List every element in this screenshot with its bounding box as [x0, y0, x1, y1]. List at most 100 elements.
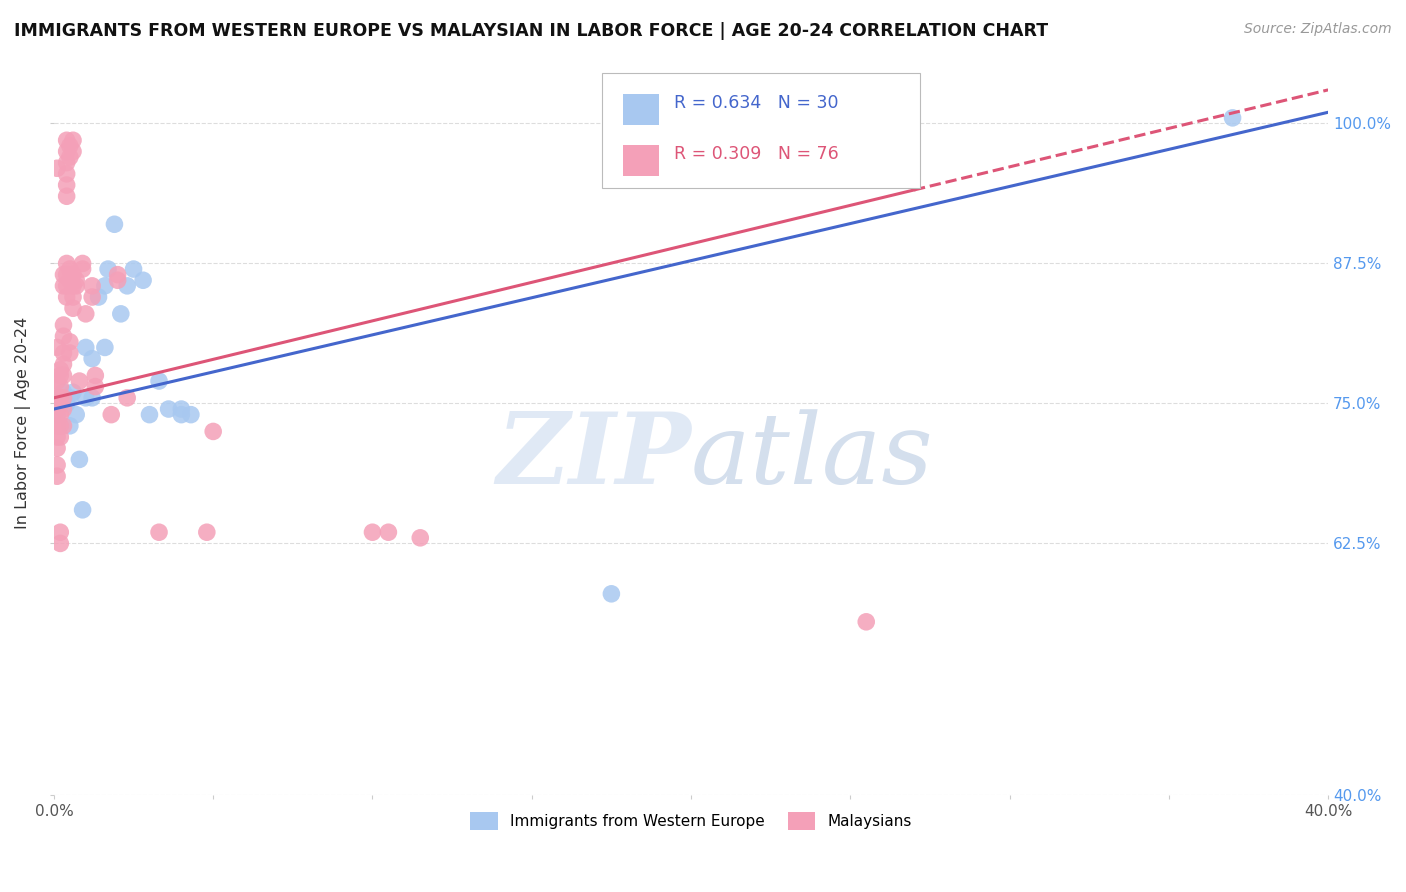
- Point: [195, 525, 218, 540]
- Point: [84, 379, 107, 393]
- Point: [65, 273, 87, 287]
- Point: [55, 396, 77, 410]
- Point: [100, 408, 122, 422]
- Point: [49, 525, 72, 540]
- Point: [59, 150, 82, 164]
- Point: [67, 452, 90, 467]
- Point: [46, 402, 69, 417]
- Point: [55, 178, 77, 192]
- Point: [75, 307, 97, 321]
- Text: atlas: atlas: [690, 409, 934, 504]
- Point: [55, 145, 77, 159]
- FancyBboxPatch shape: [623, 145, 659, 176]
- Point: [855, 615, 877, 629]
- Point: [46, 161, 69, 176]
- Point: [170, 402, 193, 417]
- Point: [202, 425, 225, 439]
- Point: [46, 469, 69, 483]
- Point: [46, 408, 69, 422]
- Point: [52, 278, 75, 293]
- Point: [46, 391, 69, 405]
- Point: [55, 167, 77, 181]
- Point: [52, 368, 75, 383]
- Point: [600, 587, 623, 601]
- Point: [59, 391, 82, 405]
- Point: [55, 290, 77, 304]
- FancyBboxPatch shape: [623, 94, 659, 126]
- Point: [180, 408, 202, 422]
- Text: R = 0.634   N = 30: R = 0.634 N = 30: [675, 94, 839, 112]
- Point: [46, 442, 69, 456]
- Legend: Immigrants from Western Europe, Malaysians: Immigrants from Western Europe, Malaysia…: [464, 806, 918, 836]
- Point: [52, 391, 75, 405]
- Point: [55, 256, 77, 270]
- Point: [82, 290, 104, 304]
- Point: [46, 418, 69, 433]
- Point: [148, 525, 170, 540]
- Point: [62, 385, 84, 400]
- Point: [55, 133, 77, 147]
- Point: [148, 374, 170, 388]
- Point: [132, 273, 155, 287]
- Text: Source: ZipAtlas.com: Source: ZipAtlas.com: [1244, 22, 1392, 37]
- Point: [49, 368, 72, 383]
- Point: [97, 262, 120, 277]
- Point: [361, 525, 384, 540]
- Point: [122, 262, 145, 277]
- Point: [1222, 111, 1244, 125]
- Point: [107, 268, 129, 282]
- Point: [65, 408, 87, 422]
- Point: [157, 402, 180, 417]
- Point: [59, 273, 82, 287]
- Point: [59, 262, 82, 277]
- Point: [46, 341, 69, 355]
- Point: [115, 391, 138, 405]
- Point: [65, 278, 87, 293]
- Point: [103, 217, 125, 231]
- Point: [52, 268, 75, 282]
- Point: [46, 430, 69, 444]
- Point: [59, 139, 82, 153]
- Point: [115, 278, 138, 293]
- Point: [55, 268, 77, 282]
- Point: [59, 334, 82, 349]
- Point: [55, 278, 77, 293]
- Point: [72, 503, 94, 517]
- Point: [59, 418, 82, 433]
- Point: [52, 418, 75, 433]
- Point: [170, 408, 193, 422]
- Text: ZIP: ZIP: [496, 409, 690, 505]
- Point: [82, 351, 104, 366]
- FancyBboxPatch shape: [602, 73, 921, 188]
- Point: [49, 536, 72, 550]
- Point: [49, 391, 72, 405]
- Point: [52, 329, 75, 343]
- Point: [49, 408, 72, 422]
- Point: [62, 268, 84, 282]
- Point: [75, 341, 97, 355]
- Point: [46, 458, 69, 472]
- Point: [72, 262, 94, 277]
- Point: [55, 189, 77, 203]
- Point: [72, 256, 94, 270]
- Point: [67, 374, 90, 388]
- Point: [52, 385, 75, 400]
- Point: [49, 379, 72, 393]
- Point: [75, 391, 97, 405]
- Point: [87, 290, 110, 304]
- Point: [138, 408, 160, 422]
- Point: [62, 133, 84, 147]
- Point: [377, 525, 399, 540]
- Point: [49, 363, 72, 377]
- Point: [62, 301, 84, 316]
- Point: [59, 346, 82, 360]
- Point: [49, 430, 72, 444]
- Point: [55, 155, 77, 169]
- Point: [52, 402, 75, 417]
- Point: [82, 278, 104, 293]
- Point: [110, 307, 132, 321]
- Point: [409, 531, 432, 545]
- Point: [62, 278, 84, 293]
- Point: [52, 346, 75, 360]
- Point: [107, 273, 129, 287]
